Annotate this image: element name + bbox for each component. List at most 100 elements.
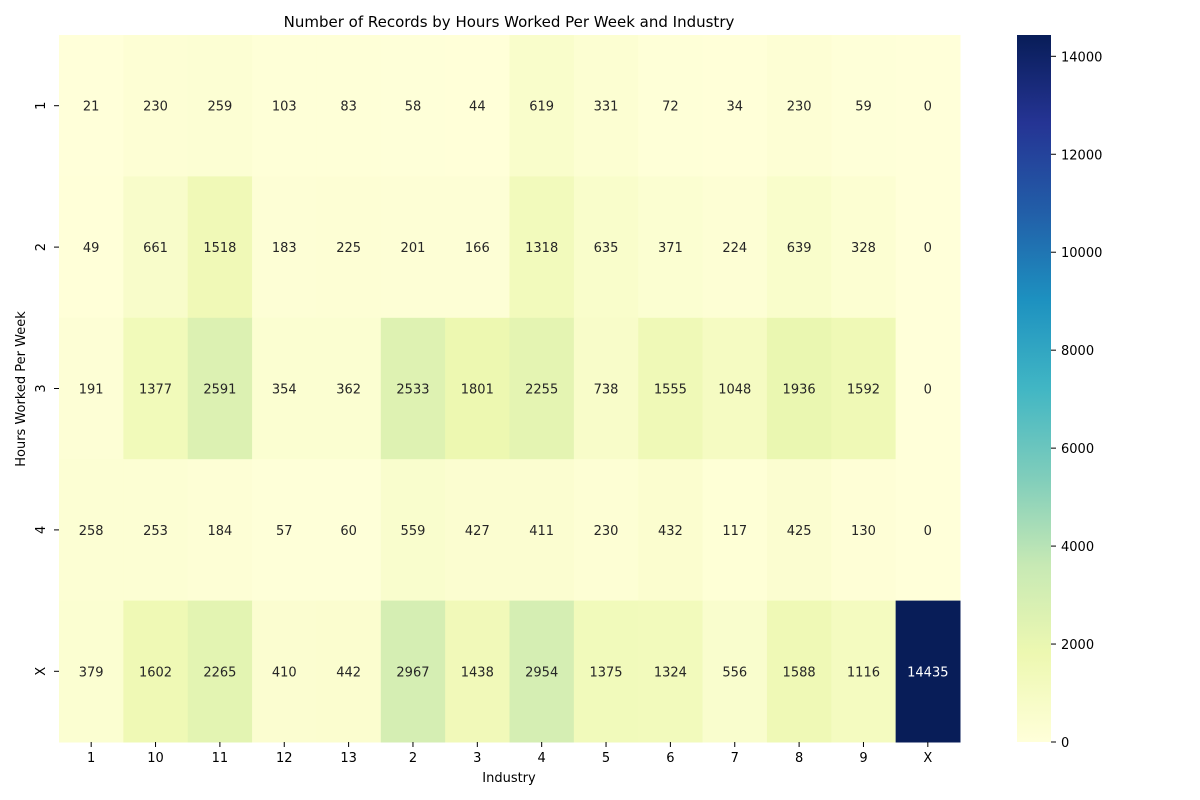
heatmap-cell bbox=[59, 176, 124, 319]
y-axis-ticks: 1 2 3 4 X bbox=[34, 102, 59, 676]
heatmap-cell bbox=[831, 459, 897, 602]
cell-value-label: 259 bbox=[207, 100, 232, 115]
heatmap-cell bbox=[509, 176, 575, 319]
cell-value-label: 362 bbox=[336, 383, 361, 398]
heatmap-cell bbox=[316, 600, 382, 743]
cell-value-label: 619 bbox=[529, 100, 554, 115]
heatmap-cell bbox=[895, 317, 961, 460]
heatmap-cell bbox=[252, 600, 317, 743]
heatmap-cell bbox=[252, 317, 317, 460]
heatmap-cell bbox=[895, 35, 961, 177]
x-tick-label: 1 bbox=[87, 751, 95, 766]
heatmap-cell bbox=[316, 459, 382, 602]
heatmap-cell bbox=[509, 459, 575, 602]
chart-title: Number of Records by Hours Worked Per We… bbox=[284, 13, 735, 31]
x-tick-label: 3 bbox=[473, 751, 481, 766]
cell-value-label: 2265 bbox=[203, 665, 236, 680]
cell-value-label: 130 bbox=[851, 524, 876, 539]
cell-value-label: 738 bbox=[594, 383, 619, 398]
colorbar-tick-label: 8000 bbox=[1061, 344, 1094, 359]
cell-value-label: 556 bbox=[722, 665, 747, 680]
heatmap-cell bbox=[59, 35, 124, 177]
heatmap-cell bbox=[123, 459, 189, 602]
colorbar-tick-label: 4000 bbox=[1061, 540, 1094, 555]
cell-value-label: 59 bbox=[855, 100, 872, 115]
cell-value-label: 328 bbox=[851, 241, 876, 256]
colorbar-tick-label: 10000 bbox=[1061, 246, 1102, 261]
cell-value-label: 661 bbox=[143, 241, 168, 256]
cell-value-label: 166 bbox=[465, 241, 490, 256]
cell-value-label: 253 bbox=[143, 524, 168, 539]
heatmap-cell bbox=[187, 176, 253, 319]
heatmap-cell bbox=[766, 35, 832, 177]
cell-value-label: 83 bbox=[340, 100, 357, 115]
cell-value-label: 1602 bbox=[139, 665, 172, 680]
heatmap-cell bbox=[252, 176, 317, 319]
cell-value-label: 230 bbox=[787, 100, 812, 115]
heatmap-cell bbox=[766, 176, 832, 319]
heatmap-cell bbox=[380, 176, 446, 319]
heatmap-cell bbox=[187, 317, 253, 460]
heatmap-cell bbox=[187, 459, 253, 602]
cell-value-label: 1518 bbox=[203, 241, 236, 256]
cell-value-label: 21 bbox=[83, 100, 100, 115]
cell-value-label: 230 bbox=[143, 100, 168, 115]
cell-value-label: 1936 bbox=[783, 383, 816, 398]
cell-value-label: 639 bbox=[787, 241, 812, 256]
heatmap-cell bbox=[316, 176, 382, 319]
cell-value-label: 427 bbox=[465, 524, 490, 539]
heatmap-cell bbox=[380, 317, 446, 460]
heatmap-cell-labels: 21 230 259 103 83 58 44 619 331 72 34 230 59 0 49 661 15… bbox=[79, 100, 949, 681]
y-tick-label: X bbox=[34, 667, 49, 676]
cell-value-label: 635 bbox=[594, 241, 619, 256]
cell-value-label: 2533 bbox=[396, 383, 429, 398]
cell-value-label: 1318 bbox=[525, 241, 558, 256]
heatmap-cell bbox=[509, 600, 575, 743]
heatmap-cell bbox=[252, 459, 317, 602]
x-tick-label: 11 bbox=[212, 751, 229, 766]
cell-value-label: 1375 bbox=[589, 665, 622, 680]
cell-value-label: 432 bbox=[658, 524, 683, 539]
heatmap-cell bbox=[445, 35, 510, 177]
heatmap-cells bbox=[59, 35, 961, 743]
cell-value-label: 1438 bbox=[461, 665, 494, 680]
heatmap-cell bbox=[638, 459, 704, 602]
x-tick-label: 5 bbox=[602, 751, 610, 766]
cell-value-label: 34 bbox=[726, 100, 743, 115]
cell-value-label: 411 bbox=[529, 524, 554, 539]
cell-value-label: 410 bbox=[272, 665, 297, 680]
heatmap-cell bbox=[252, 35, 317, 177]
colorbar-tick-label: 0 bbox=[1061, 736, 1069, 751]
colorbar-tick-label: 14000 bbox=[1061, 50, 1102, 65]
cell-value-label: 58 bbox=[405, 100, 422, 115]
heatmap-cell bbox=[380, 35, 446, 177]
heatmap-cell bbox=[573, 176, 639, 319]
cell-value-label: 2967 bbox=[396, 665, 429, 680]
x-tick-label: 7 bbox=[731, 751, 739, 766]
cell-value-label: 184 bbox=[207, 524, 232, 539]
cell-value-label: 117 bbox=[722, 524, 747, 539]
heatmap-cell bbox=[445, 317, 510, 460]
cell-value-label: 2255 bbox=[525, 383, 558, 398]
cell-value-label: 14435 bbox=[907, 665, 948, 680]
x-tick-label: 8 bbox=[795, 751, 803, 766]
cell-value-label: 0 bbox=[924, 241, 932, 256]
cell-value-label: 183 bbox=[272, 241, 297, 256]
colorbar: 0 2000 4000 6000 8000 10000 12000 14000 bbox=[1017, 35, 1102, 751]
cell-value-label: 1555 bbox=[654, 383, 687, 398]
cell-value-label: 60 bbox=[340, 524, 357, 539]
x-tick-label: 12 bbox=[276, 751, 293, 766]
heatmap-cell bbox=[831, 176, 897, 319]
cell-value-label: 371 bbox=[658, 241, 683, 256]
heatmap-cell bbox=[59, 317, 124, 460]
heatmap-cell bbox=[638, 317, 704, 460]
y-tick-label: 4 bbox=[34, 526, 49, 534]
cell-value-label: 258 bbox=[79, 524, 104, 539]
heatmap-cell bbox=[638, 600, 704, 743]
heatmap-cell bbox=[509, 317, 575, 460]
heatmap-cell bbox=[573, 600, 639, 743]
cell-value-label: 103 bbox=[272, 100, 297, 115]
heatmap-cell bbox=[123, 600, 189, 743]
